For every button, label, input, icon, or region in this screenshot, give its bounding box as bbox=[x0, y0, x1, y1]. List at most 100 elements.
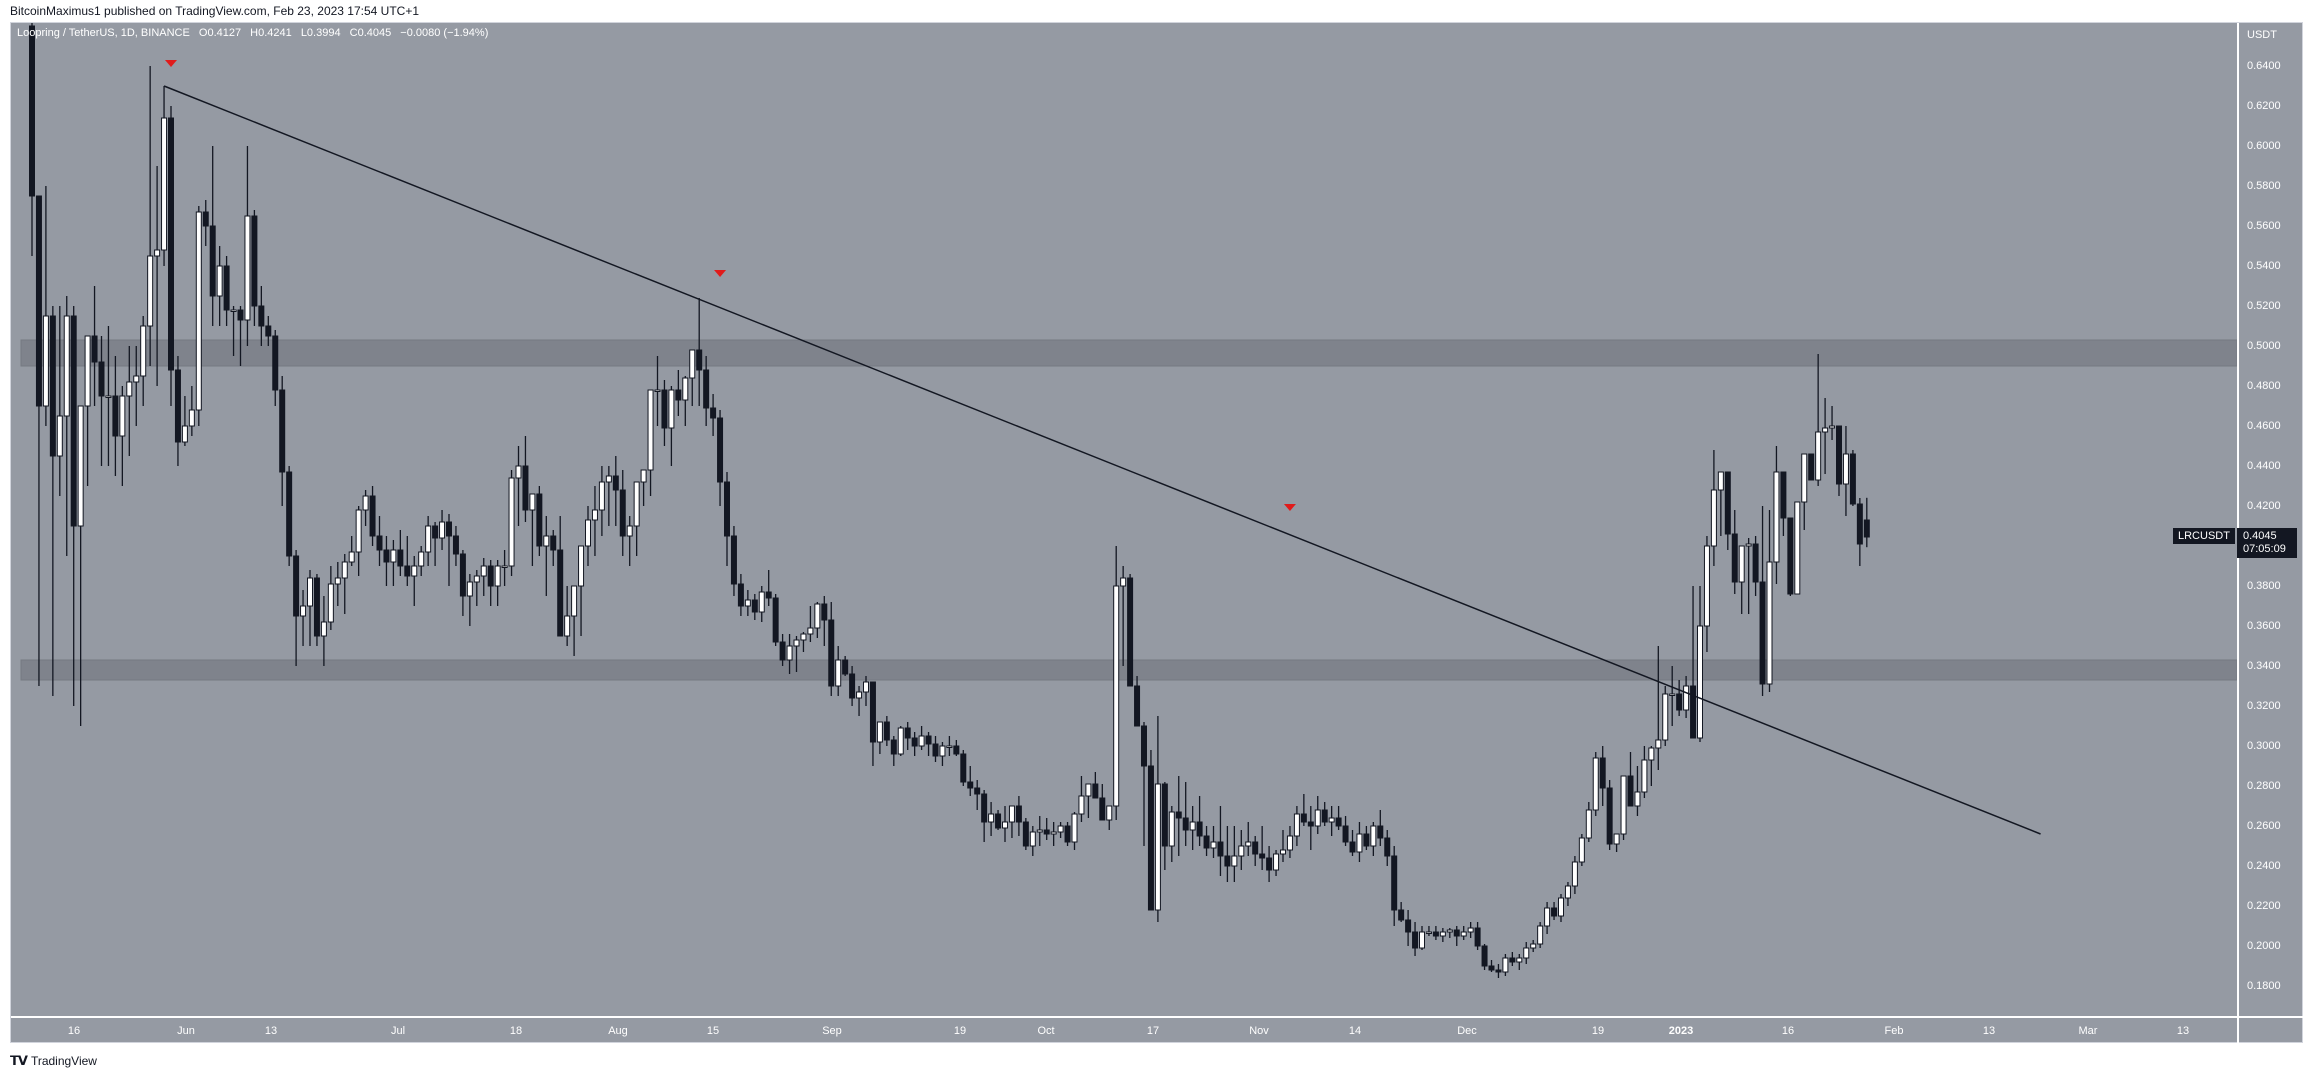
candle bbox=[327, 583, 334, 623]
ohlc-high: H0.4241 bbox=[250, 27, 292, 39]
price-tick: 0.2200 bbox=[2247, 900, 2281, 912]
candlestick-chart[interactable] bbox=[11, 23, 2237, 1016]
candle bbox=[1175, 811, 1182, 819]
candle bbox=[1829, 425, 1836, 429]
candle bbox=[737, 583, 744, 607]
candle bbox=[439, 521, 446, 539]
candle bbox=[1745, 543, 1752, 547]
symbol-name[interactable]: Loopring / TetherUS, 1D, BINANCE bbox=[17, 27, 190, 39]
candle bbox=[1481, 945, 1488, 967]
candle bbox=[1008, 805, 1015, 823]
time-axis[interactable]: 16 Jun 13 Jul 18 Aug 15 Sep 19 Oct 17 Nov 14 Dec 19 202… bbox=[11, 1016, 2237, 1043]
candle bbox=[842, 659, 849, 675]
price-axis[interactable]: USDT 0.6400 0.6200 0.6000 0.5800 0.5600 0.540… bbox=[2237, 23, 2303, 1016]
time-tick: Jun bbox=[177, 1025, 195, 1037]
candle bbox=[501, 565, 508, 568]
candle bbox=[675, 389, 682, 401]
candle bbox=[1106, 805, 1113, 821]
candle bbox=[1335, 817, 1342, 827]
candle bbox=[661, 389, 668, 429]
candle bbox=[772, 597, 779, 643]
candle bbox=[1495, 969, 1502, 973]
down-arrow-marker-icon bbox=[1283, 504, 1296, 511]
candle bbox=[751, 599, 758, 613]
descending-trendline[interactable] bbox=[163, 85, 2041, 835]
candle bbox=[988, 813, 995, 823]
candle bbox=[890, 739, 897, 755]
candle bbox=[1210, 841, 1217, 849]
candle bbox=[1558, 897, 1564, 917]
time-tick: 13 bbox=[2176, 1025, 2190, 1037]
candle bbox=[1815, 431, 1822, 481]
bar-countdown: 07:05:09 bbox=[2243, 543, 2286, 555]
candle bbox=[522, 465, 529, 511]
candle bbox=[1259, 853, 1266, 859]
candle bbox=[1752, 543, 1759, 583]
candle bbox=[571, 585, 578, 617]
candle bbox=[1502, 957, 1509, 973]
candle bbox=[1634, 791, 1641, 807]
candle bbox=[154, 249, 161, 257]
candle bbox=[1043, 829, 1050, 835]
candle bbox=[91, 335, 98, 363]
candle bbox=[1050, 831, 1057, 835]
candle bbox=[1530, 943, 1537, 949]
candle bbox=[765, 591, 772, 599]
candle bbox=[397, 549, 404, 567]
candle bbox=[1544, 907, 1551, 927]
price-tick: 0.5600 bbox=[2247, 220, 2281, 232]
candle bbox=[49, 315, 56, 457]
candle bbox=[230, 309, 237, 312]
candle bbox=[1655, 739, 1662, 749]
candle bbox=[147, 255, 154, 327]
candle bbox=[640, 469, 647, 483]
chart-pane[interactable]: Loopring / TetherUS, 1D, BINANCE O0.4127… bbox=[11, 23, 2237, 1016]
price-tick: 0.6000 bbox=[2247, 140, 2281, 152]
candle bbox=[1759, 581, 1766, 685]
candle bbox=[1856, 503, 1863, 545]
candle bbox=[168, 117, 174, 371]
candle bbox=[1300, 813, 1307, 823]
publish-info: BitcoinMaximus1 published on TradingView… bbox=[10, 4, 420, 18]
candle bbox=[1822, 427, 1829, 433]
candle bbox=[1467, 927, 1474, 933]
time-tick: Mar bbox=[2078, 1025, 2098, 1037]
candle bbox=[800, 633, 807, 641]
candle bbox=[1293, 813, 1300, 837]
candle bbox=[529, 493, 536, 511]
candle bbox=[1307, 821, 1314, 827]
candle bbox=[1349, 841, 1356, 853]
candle bbox=[1015, 805, 1022, 823]
resistance-zone[interactable] bbox=[20, 339, 2237, 367]
candle bbox=[1134, 685, 1141, 727]
candle bbox=[1669, 693, 1676, 696]
price-tick: 0.6400 bbox=[2247, 60, 2281, 72]
candle bbox=[1398, 909, 1405, 921]
candle bbox=[355, 509, 362, 553]
candle bbox=[216, 265, 223, 297]
candle bbox=[793, 639, 800, 647]
candle bbox=[320, 621, 327, 637]
time-tick: 19 bbox=[1591, 1025, 1605, 1037]
candle bbox=[1766, 561, 1773, 685]
candle bbox=[1092, 783, 1099, 799]
candle bbox=[181, 425, 188, 443]
candle bbox=[1627, 775, 1634, 807]
candle bbox=[1446, 929, 1453, 933]
candle bbox=[348, 551, 355, 563]
candle bbox=[29, 25, 35, 197]
candle bbox=[710, 407, 717, 419]
candle bbox=[1523, 947, 1530, 959]
candle bbox=[911, 737, 918, 747]
candle bbox=[856, 691, 863, 699]
candle bbox=[341, 561, 348, 579]
candle bbox=[1127, 577, 1134, 687]
candle bbox=[654, 389, 661, 392]
candle bbox=[1252, 841, 1259, 855]
candle bbox=[744, 599, 751, 607]
candle bbox=[369, 495, 376, 537]
candle bbox=[202, 211, 209, 227]
candle bbox=[1391, 855, 1398, 911]
candle bbox=[689, 349, 696, 379]
candle bbox=[466, 581, 473, 597]
